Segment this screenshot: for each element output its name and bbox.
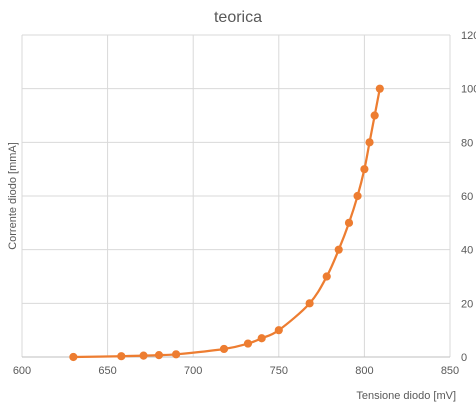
- data-point: [139, 351, 148, 360]
- data-point: [322, 272, 331, 281]
- data-point: [375, 84, 384, 93]
- y-tick-label: 120: [461, 30, 476, 42]
- data-point: [334, 245, 343, 254]
- x-axis-label: Tensione diodo [mV]: [356, 390, 456, 402]
- data-point: [360, 165, 369, 174]
- data-point: [69, 352, 78, 362]
- y-tick-label: 20: [461, 298, 473, 310]
- y-tick-label: 100: [461, 84, 476, 96]
- data-point: [305, 299, 314, 308]
- x-tick-label: 750: [270, 365, 288, 377]
- y-tick-label: 80: [461, 137, 473, 149]
- series-line: [73, 88, 381, 359]
- data-point: [117, 352, 126, 361]
- data-point: [370, 111, 379, 120]
- y-tick-label: 40: [461, 245, 473, 257]
- chart-title: teorica: [214, 9, 262, 26]
- x-tick-label: 850: [441, 365, 459, 377]
- data-point: [154, 351, 164, 360]
- data-series: [69, 84, 384, 362]
- data-point: [219, 344, 229, 354]
- data-point: [344, 218, 354, 227]
- x-tick-label: 800: [355, 365, 373, 377]
- data-point: [257, 334, 266, 343]
- data-point: [243, 339, 253, 348]
- data-point: [274, 326, 283, 335]
- data-point: [353, 191, 362, 201]
- data-point: [171, 350, 181, 359]
- data-point: [365, 138, 374, 147]
- y-axis-label: Corrente diodo [mmA]: [7, 142, 19, 250]
- x-tick-label: 650: [98, 365, 116, 377]
- y-tick-label: 0: [461, 352, 467, 364]
- x-tick-label: 700: [184, 365, 202, 377]
- gridlines: [21, 34, 451, 357]
- y-tick-label: 60: [461, 191, 473, 203]
- x-tick-label: 600: [13, 365, 31, 377]
